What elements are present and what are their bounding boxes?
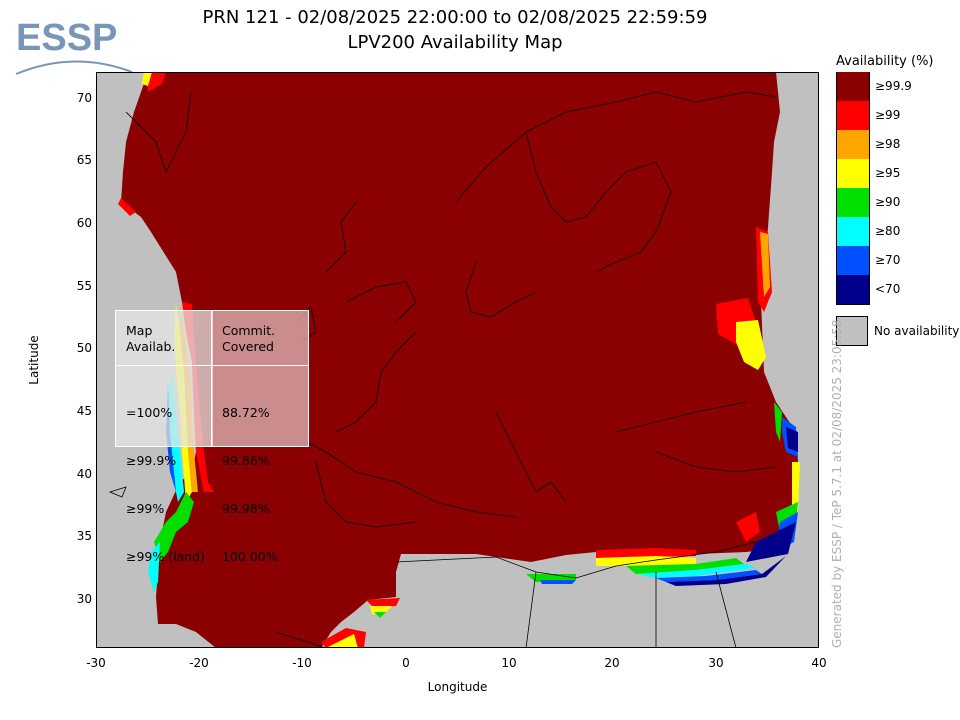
y-tick: 30 — [76, 592, 92, 606]
y-axis-label: Latitude — [27, 335, 41, 385]
legend-label: ≥98 — [875, 137, 901, 151]
x-tick: -10 — [292, 656, 312, 670]
x-tick: 40 — [811, 656, 827, 670]
legend-swatch — [836, 130, 870, 159]
legend-swatch — [836, 159, 870, 188]
generated-by-text: Generated by ESSP / TeP 5.7.1 at 02/08/2… — [830, 319, 844, 648]
x-axis-label: Longitude — [427, 680, 488, 694]
y-tick: 65 — [76, 153, 92, 167]
x-tick: -20 — [189, 656, 209, 670]
commit-covered-column: Commit. Covered 88.72% 99.86% 99.98% 100… — [211, 310, 309, 564]
commit-covered-header: Commit. Covered — [222, 323, 276, 354]
no-availability-swatch — [836, 316, 868, 346]
legend-title: Availability (%) — [836, 54, 934, 69]
coverage-area — [121, 72, 798, 648]
x-tick: 30 — [708, 656, 724, 670]
y-tick: 60 — [76, 216, 92, 230]
legend-label: ≥70 — [875, 253, 901, 267]
legend-label: ≥95 — [875, 166, 901, 180]
coastlines — [108, 91, 777, 649]
page-subtitle: LPV200 Availability Map — [347, 32, 563, 53]
legend-swatch — [836, 101, 870, 130]
y-tick: 70 — [76, 91, 92, 105]
coverage-stats-box: Map Availab. =100% ≥99.9% ≥99% ≥99% (lan… — [115, 310, 309, 564]
x-tick: 10 — [501, 656, 517, 670]
map-availability-header: Map Availab. — [126, 323, 176, 354]
map-availability-column: Map Availab. =100% ≥99.9% ≥99% ≥99% (lan… — [115, 310, 213, 564]
legend-swatch — [836, 72, 870, 101]
x-tick: 0 — [402, 656, 410, 670]
legend-swatch — [836, 246, 870, 275]
x-tick: 20 — [604, 656, 620, 670]
map-availability-values: =100% ≥99.9% ≥99% ≥99% (land) — [126, 405, 205, 564]
page-title: PRN 121 - 02/08/2025 22:00:00 to 02/08/2… — [202, 7, 708, 28]
legend-label: <70 — [875, 282, 901, 296]
y-tick: 45 — [76, 404, 92, 418]
y-tick: 40 — [76, 467, 92, 481]
legend-label: ≥90 — [875, 195, 901, 209]
legend-swatch — [836, 217, 870, 246]
x-tick: -30 — [86, 656, 106, 670]
legend-label: ≥80 — [875, 224, 901, 238]
logo-text: ESSP — [16, 17, 117, 59]
y-tick: 50 — [76, 341, 92, 355]
essp-logo: ESSP — [14, 10, 134, 82]
legend-label: ≥99 — [875, 108, 901, 122]
y-tick: 55 — [76, 279, 92, 293]
legend-swatch — [836, 188, 870, 217]
y-tick: 35 — [76, 529, 92, 543]
no-availability-label: No availability — [874, 324, 960, 338]
commit-covered-values: 88.72% 99.86% 99.98% 100.00% — [222, 405, 278, 564]
legend-label: ≥99.9 — [875, 79, 912, 93]
legend-swatch — [836, 275, 870, 305]
